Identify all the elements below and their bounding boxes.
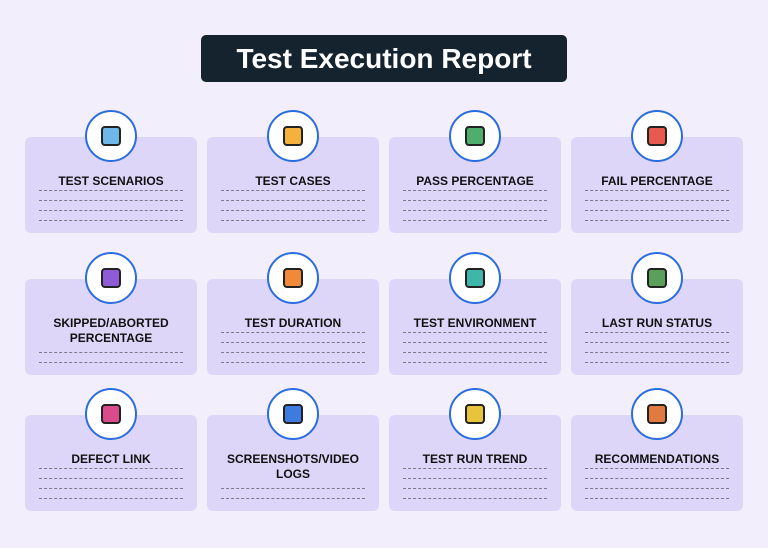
card-label: TEST RUN TREND <box>422 452 528 466</box>
dotted-line <box>39 220 183 221</box>
note-lines <box>39 346 183 375</box>
dotted-line <box>585 190 729 191</box>
icon-glyph <box>283 126 303 146</box>
dotted-line <box>221 352 365 353</box>
dotted-line <box>585 220 729 221</box>
title: Test Execution Report <box>201 35 567 82</box>
icon-glyph <box>465 126 485 146</box>
note-lines <box>585 467 729 511</box>
note-lines <box>221 482 365 511</box>
card-label: SCREENSHOTS/VIDEO LOGS <box>226 452 360 481</box>
dotted-line <box>403 220 547 221</box>
note-lines <box>403 467 547 511</box>
dotted-line <box>221 200 365 201</box>
icon-glyph <box>647 404 667 424</box>
icon <box>85 110 137 162</box>
dotted-line <box>585 342 729 343</box>
note-lines <box>221 189 365 233</box>
dotted-line <box>39 210 183 211</box>
card-label: DEFECT LINK <box>71 452 151 466</box>
dotted-line <box>403 488 547 489</box>
note-lines <box>585 331 729 375</box>
icon <box>267 252 319 304</box>
dotted-line <box>585 332 729 333</box>
icon-glyph <box>283 268 303 288</box>
icon-glyph <box>465 268 485 288</box>
icon <box>267 388 319 440</box>
dotted-line <box>585 488 729 489</box>
note-lines <box>221 331 365 375</box>
dotted-line <box>39 200 183 201</box>
dotted-line <box>221 342 365 343</box>
card-label: TEST CASES <box>255 174 331 188</box>
dotted-line <box>585 210 729 211</box>
icon-glyph <box>647 268 667 288</box>
card-label: TEST DURATION <box>244 316 342 330</box>
dotted-line <box>403 210 547 211</box>
dotted-line <box>221 220 365 221</box>
dotted-line <box>221 362 365 363</box>
icon <box>85 252 137 304</box>
icon-glyph <box>647 126 667 146</box>
dotted-line <box>585 468 729 469</box>
dotted-line <box>39 478 183 479</box>
icon-glyph <box>283 404 303 424</box>
icon <box>631 252 683 304</box>
icon-glyph <box>465 404 485 424</box>
note-lines <box>39 189 183 233</box>
dotted-line <box>39 352 183 353</box>
dotted-line <box>403 498 547 499</box>
dotted-line <box>585 200 729 201</box>
dotted-line <box>221 332 365 333</box>
dotted-line <box>39 362 183 363</box>
dotted-line <box>221 488 365 489</box>
dotted-line <box>39 190 183 191</box>
icon <box>631 388 683 440</box>
dotted-line <box>585 362 729 363</box>
icon-glyph <box>101 126 121 146</box>
note-lines <box>403 331 547 375</box>
dotted-line <box>585 498 729 499</box>
icon <box>631 110 683 162</box>
dotted-line <box>403 478 547 479</box>
note-lines <box>39 467 183 511</box>
icon <box>449 388 501 440</box>
dotted-line <box>39 468 183 469</box>
card: PASS PERCENTAGE <box>389 137 561 233</box>
dotted-line <box>585 352 729 353</box>
icon <box>85 388 137 440</box>
note-lines <box>403 189 547 233</box>
dotted-line <box>403 342 547 343</box>
note-lines <box>585 189 729 233</box>
card-label: TEST SCENARIOS <box>58 174 164 188</box>
dotted-line <box>39 498 183 499</box>
icon-glyph <box>101 268 121 288</box>
icon <box>449 110 501 162</box>
dotted-line <box>403 200 547 201</box>
dotted-line <box>403 190 547 191</box>
dotted-line <box>403 352 547 353</box>
dotted-line <box>221 190 365 191</box>
dotted-line <box>403 362 547 363</box>
dotted-line <box>403 468 547 469</box>
dotted-line <box>221 210 365 211</box>
card-label: RECOMMENDATIONS <box>594 452 720 466</box>
dotted-line <box>403 332 547 333</box>
card-label: FAIL PERCENTAGE <box>601 174 713 188</box>
icon <box>449 252 501 304</box>
card-label: TEST ENVIRONMENT <box>413 316 537 330</box>
icon-glyph <box>101 404 121 424</box>
card-label: SKIPPED/ABORTED PERCENTAGE <box>53 316 169 345</box>
card-label: PASS PERCENTAGE <box>416 174 534 188</box>
card-label: LAST RUN STATUS <box>601 316 713 330</box>
dotted-line <box>39 488 183 489</box>
icon <box>267 110 319 162</box>
dotted-line <box>221 498 365 499</box>
dotted-line <box>585 478 729 479</box>
